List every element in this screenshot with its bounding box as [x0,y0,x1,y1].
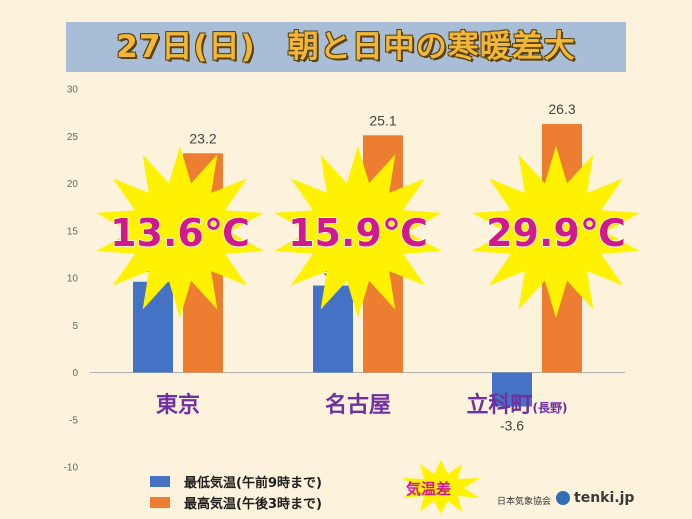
difference-burst [96,146,264,318]
legend-label-min: 最低気温(午前9時まで) [184,475,322,491]
tenki-logo-icon [556,491,570,505]
legend-swatch-max [150,496,170,508]
credit-tenki: tenki.jp [556,490,634,506]
difference-legend-burst [402,460,480,514]
difference-label: 15.9℃ [288,211,428,255]
y-tick-label: -10 [64,463,79,474]
category-label: 名古屋 [325,392,391,418]
legend-item-min: 最低気温(午前9時まで) [150,472,322,491]
bar-min [492,372,532,407]
legend-label-max: 最高気温(午後3時まで) [184,496,322,512]
legend-swatch-min [150,475,170,487]
y-tick-label: 25 [67,132,79,143]
bar-min [313,285,353,373]
data-label-max: 25.1 [369,112,396,128]
difference-label: 13.6℃ [110,211,250,255]
category-label: 東京 [156,392,200,418]
y-tick-label: -5 [69,415,78,426]
difference-label: 29.9℃ [486,211,626,255]
chart-title: 27日(日) 朝と日中の寒暖差大 [116,29,576,65]
y-tick-label: 30 [67,85,79,96]
credit-tenki-text: tenki.jp [574,490,635,506]
credit-jma: 日本気象協会 [497,497,552,507]
data-label-max: 26.3 [548,101,575,117]
difference-legend-label: 気温差 [406,480,452,498]
difference-burst [472,146,640,318]
data-label-max: 23.2 [189,130,216,146]
data-label-min: -3.6 [500,418,524,434]
category-note: (長野) [533,400,568,415]
y-tick-label: 5 [72,321,78,332]
category-label: 立科町(長野) [467,392,568,418]
legend-item-max: 最高気温(午後3時まで) [150,493,322,512]
y-tick-label: 10 [67,274,79,285]
difference-legend-burst-shape [402,460,480,514]
y-tick-label: 20 [67,179,79,190]
y-tick-label: 15 [67,226,79,237]
title-banner: 27日(日) 朝と日中の寒暖差大 [66,22,626,72]
difference-burst [274,146,442,318]
y-tick-label: 0 [72,368,78,379]
